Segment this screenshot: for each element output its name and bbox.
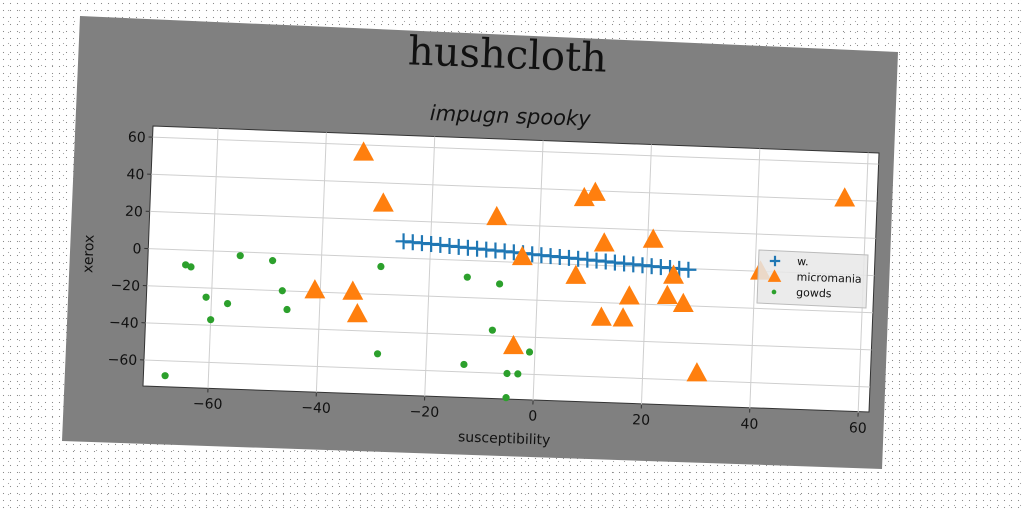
data-point xyxy=(573,186,595,207)
legend-marker xyxy=(767,269,782,282)
x-tick-label: 40 xyxy=(740,416,758,433)
data-point xyxy=(278,287,286,295)
data-point xyxy=(503,334,524,355)
x-ticks: −60 −40 −20 0 20 40 60 xyxy=(193,388,867,437)
y-tick-label: 60 xyxy=(128,129,146,146)
data-point xyxy=(663,264,684,284)
data-point xyxy=(618,285,640,305)
data-point xyxy=(187,263,195,271)
data-point xyxy=(161,372,169,380)
data-point xyxy=(612,307,634,327)
y-ticks: −60 −40 −20 0 20 40 60 xyxy=(107,129,153,369)
data-point xyxy=(373,350,382,358)
gridline-x xyxy=(315,132,327,393)
data-point xyxy=(236,252,244,260)
data-point xyxy=(486,205,508,226)
plot-area xyxy=(142,125,880,413)
data-point xyxy=(488,326,496,334)
data-point xyxy=(207,316,215,324)
figure-suptitle: hushcloth xyxy=(407,28,607,81)
gridline-y xyxy=(151,173,878,202)
x-tick-label: 0 xyxy=(528,408,538,424)
x-tick-label: −60 xyxy=(193,396,223,413)
y-axis-label: xerox xyxy=(80,234,97,273)
chart-title: impugn spooky xyxy=(429,101,591,131)
data-point xyxy=(283,305,291,314)
data-point xyxy=(353,141,375,161)
data-point xyxy=(525,348,534,356)
y-tick-label: −60 xyxy=(107,352,137,369)
x-tick-label: −20 xyxy=(409,404,439,421)
legend-label: micromania xyxy=(796,271,861,286)
data-point xyxy=(269,257,277,265)
data-point xyxy=(502,394,510,402)
y-tick-label: −20 xyxy=(110,278,140,295)
data-point xyxy=(495,280,504,288)
data-point xyxy=(377,262,385,271)
data-point xyxy=(372,192,394,212)
data-point xyxy=(460,360,468,369)
series-2 xyxy=(161,252,534,402)
x-tick-label: −40 xyxy=(301,400,331,417)
data-point xyxy=(656,284,678,305)
data-point xyxy=(834,187,856,207)
legend-box xyxy=(756,249,869,309)
y-tick-label: 20 xyxy=(125,204,143,221)
gridline-y xyxy=(152,136,879,165)
gridline-x xyxy=(532,140,544,401)
data-point xyxy=(593,232,615,252)
data-point xyxy=(304,279,326,299)
data-point xyxy=(463,273,471,281)
legend-marker xyxy=(769,255,781,267)
data-point xyxy=(342,280,364,300)
data-point xyxy=(514,370,522,378)
data-point xyxy=(511,245,533,266)
data-point xyxy=(503,369,511,378)
gridline-y xyxy=(149,210,876,239)
legend-label: w. xyxy=(797,255,809,268)
data-point xyxy=(584,181,606,201)
x-axis-label: susceptibility xyxy=(458,429,551,448)
legend-label: gowds xyxy=(796,286,832,300)
data-point xyxy=(202,293,210,301)
data-point xyxy=(346,303,368,323)
x-tick-label: 60 xyxy=(849,420,867,437)
y-tick-label: −40 xyxy=(109,315,139,332)
gridline-x xyxy=(207,128,219,389)
figure-paper: hushcloth impugn spooky −60 −40 −20 0 20 40 60… xyxy=(62,16,898,469)
data-point xyxy=(565,264,587,284)
data-point xyxy=(223,299,232,308)
data-point xyxy=(686,362,708,382)
gridline-y xyxy=(146,285,873,314)
data-point xyxy=(642,228,664,248)
data-point xyxy=(672,292,694,313)
gridline-x xyxy=(640,144,652,405)
y-tick-label: 0 xyxy=(132,241,142,257)
gridline-y xyxy=(148,248,875,277)
data-point xyxy=(590,306,612,326)
data-point xyxy=(680,261,697,278)
y-tick-label: 40 xyxy=(126,167,144,184)
gridline-y xyxy=(145,322,872,351)
legend-marker xyxy=(771,289,777,295)
x-tick-label: 20 xyxy=(632,412,650,429)
gridline-x xyxy=(424,136,436,397)
